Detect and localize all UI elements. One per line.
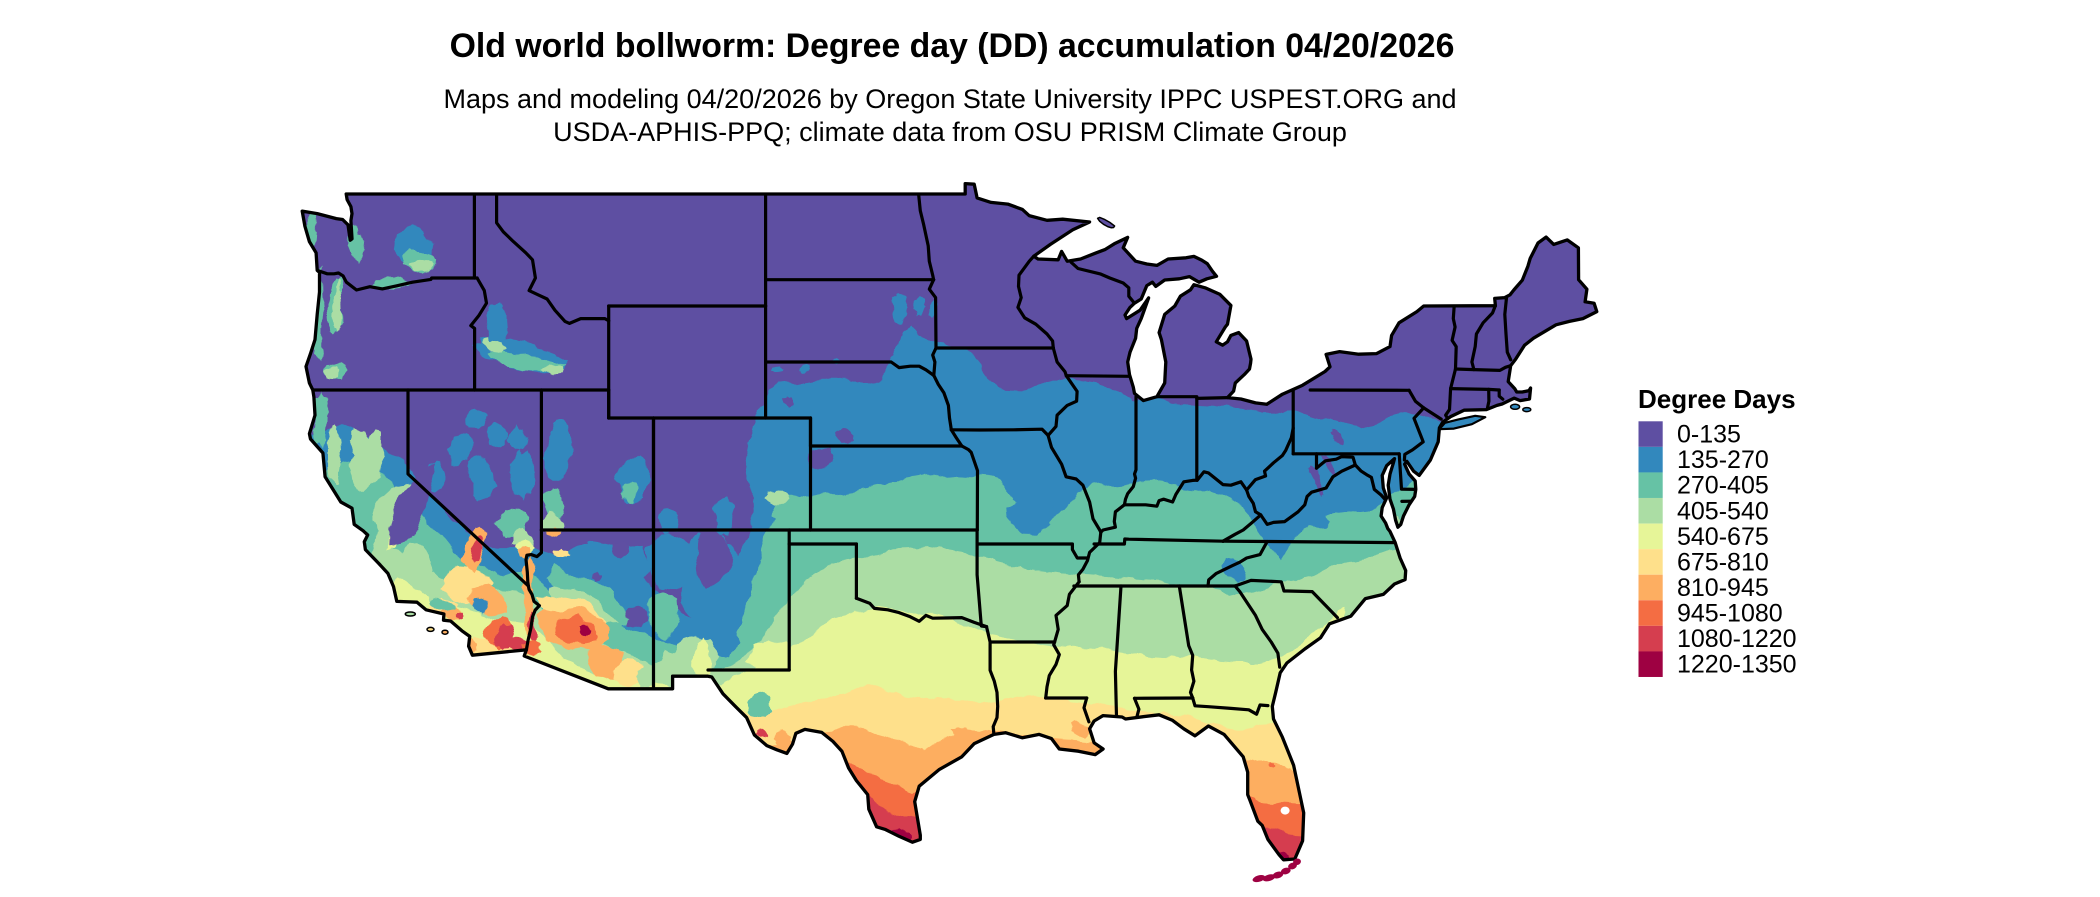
svg-text:Old world bollworm: Degree day: Old world bollworm: Degree day (DD) accu… <box>450 27 1455 65</box>
svg-text:810-945: 810-945 <box>1677 574 1769 602</box>
svg-text:Degree Days: Degree Days <box>1638 384 1796 414</box>
svg-text:675-810: 675-810 <box>1677 548 1769 576</box>
svg-text:1080-1220: 1080-1220 <box>1677 625 1797 653</box>
svg-text:Maps and modeling 04/20/2026 b: Maps and modeling 04/20/2026 by Oregon S… <box>443 84 1456 114</box>
svg-text:1220-1350: 1220-1350 <box>1677 651 1797 679</box>
svg-text:945-1080: 945-1080 <box>1677 600 1783 628</box>
svg-text:0-135: 0-135 <box>1677 421 1741 449</box>
svg-text:540-675: 540-675 <box>1677 523 1769 551</box>
svg-text:USDA-APHIS-PPQ; climate data f: USDA-APHIS-PPQ; climate data from OSU PR… <box>553 117 1347 147</box>
svg-text:270-405: 270-405 <box>1677 472 1769 500</box>
svg-text:405-540: 405-540 <box>1677 497 1769 525</box>
svg-text:135-270: 135-270 <box>1677 446 1769 474</box>
